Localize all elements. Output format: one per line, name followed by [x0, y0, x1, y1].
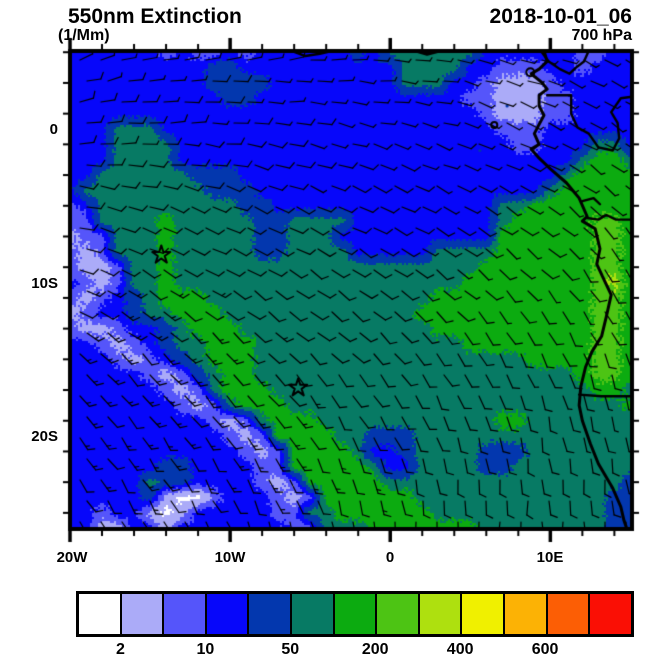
colorbar-tick-50: 50 [281, 641, 300, 658]
colorbar-cell-3 [204, 594, 248, 634]
plot-title: 550nm Extinction [68, 5, 242, 28]
colorbar-cell-2 [162, 594, 205, 634]
colorbar-cell-5 [290, 594, 333, 634]
colorbar-cell-6 [332, 594, 376, 634]
colorbar-tick-600: 600 [531, 641, 559, 658]
colorbar-cell-0 [79, 594, 120, 634]
colorbar-tick-2: 2 [116, 641, 125, 658]
lon-label-10w: 10W [214, 549, 246, 566]
colorbar-tick-10: 10 [196, 641, 215, 658]
colorbar-cell-9 [460, 594, 504, 634]
colorbar-cell-10 [503, 594, 546, 634]
colorbar-cell-12 [588, 594, 631, 634]
lat-label-10s: 10S [31, 275, 58, 292]
colorbar [76, 591, 634, 637]
lat-label-0: 0 [49, 121, 58, 138]
colorbar-cell-1 [119, 594, 163, 634]
plot-datetime: 2018-10-01_06 [489, 5, 632, 28]
units-label: (1/Mm) [58, 27, 110, 44]
colorbar-tick-200: 200 [361, 641, 389, 658]
colorbar-cell-8 [417, 594, 461, 634]
lon-label-10e: 10E [536, 549, 564, 566]
colorbar-cell-7 [375, 594, 418, 634]
colorbar-cell-11 [545, 594, 589, 634]
pressure-level-label: 700 hPa [571, 27, 632, 44]
lat-label-20s: 20S [31, 428, 58, 445]
colorbar-cell-4 [247, 594, 291, 634]
colorbar-tick-400: 400 [446, 641, 474, 658]
lon-label-20w: 20W [56, 549, 88, 566]
lon-label-0: 0 [385, 549, 395, 566]
